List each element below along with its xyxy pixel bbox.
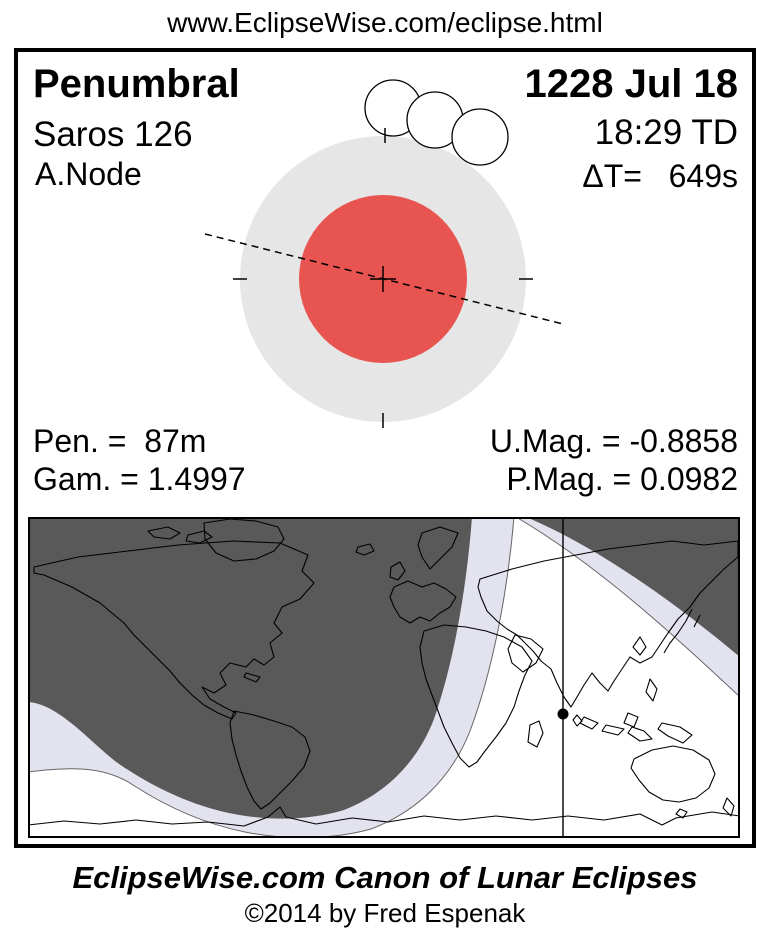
north-america-outline — [33, 540, 315, 720]
umbral-magnitude-stat: U.Mag. = -0.8858 — [489, 423, 738, 459]
indonesia-outline — [601, 724, 625, 736]
arabia-outline — [507, 634, 544, 673]
delta-t-label: ΔT= 649s — [582, 158, 738, 194]
asia-outline — [477, 540, 739, 708]
footer-title: EclipseWise.com Canon of Lunar Eclipses — [72, 860, 698, 895]
europe-outline — [389, 580, 457, 624]
british-isles-outline — [389, 561, 406, 581]
new-zealand-outline — [722, 797, 735, 817]
antarctica-outline — [28, 806, 740, 827]
node-label: A.Node — [35, 156, 142, 192]
borneo-outline — [623, 712, 639, 728]
eclipse-time-label: 18:29 TD — [594, 113, 738, 152]
penumbral-magnitude-stat: P.Mag. = 0.0982 — [506, 461, 738, 497]
madagascar-outline — [527, 720, 544, 748]
not-visible-region-west — [28, 517, 472, 819]
gamma-stat: Gam. = 1.4997 — [33, 461, 246, 497]
center-crosshair — [370, 266, 396, 292]
iceland-outline — [355, 543, 375, 556]
sri-lanka-outline — [572, 714, 583, 727]
continent-outlines — [28, 518, 740, 827]
map-border — [28, 517, 740, 838]
eclipse-date-label: 1228 Jul 18 — [524, 62, 739, 106]
indonesia-outline — [579, 716, 599, 730]
footer-copyright: ©2014 by Fred Espenak — [244, 898, 526, 928]
eclipse-geometry-diagram — [204, 79, 564, 428]
arctic-island-outline — [147, 526, 181, 540]
eclipse-type-label: Penumbral — [33, 62, 240, 106]
africa-outline — [419, 624, 533, 768]
moon-disk-last-contact — [451, 108, 509, 166]
site-url: www.EclipseWise.com/eclipse.html — [167, 7, 603, 38]
new-guinea-outline — [657, 722, 693, 744]
indonesia-outline — [627, 726, 653, 742]
korea-outline — [632, 636, 647, 656]
saros-label: Saros 126 — [33, 115, 193, 154]
tasmania-outline — [675, 808, 688, 819]
arctic-island-outline — [185, 530, 213, 544]
scandinavia-outline — [417, 526, 459, 570]
australia-outline — [630, 745, 716, 803]
greenland-outline — [203, 518, 285, 562]
japan-outline — [663, 608, 701, 654]
philippines-outline — [645, 678, 658, 702]
sublunar-point-dot — [557, 708, 569, 720]
caribbean-outline — [243, 672, 261, 683]
visibility-map — [28, 517, 740, 838]
eclipse-card: Penumbral Saros 126 A.Node 1228 Jul 18 1… — [14, 48, 756, 848]
penumbral-duration-stat: Pen. = 87m — [33, 423, 207, 459]
not-visible-region-east — [526, 517, 740, 657]
south-america-outline — [229, 710, 311, 810]
